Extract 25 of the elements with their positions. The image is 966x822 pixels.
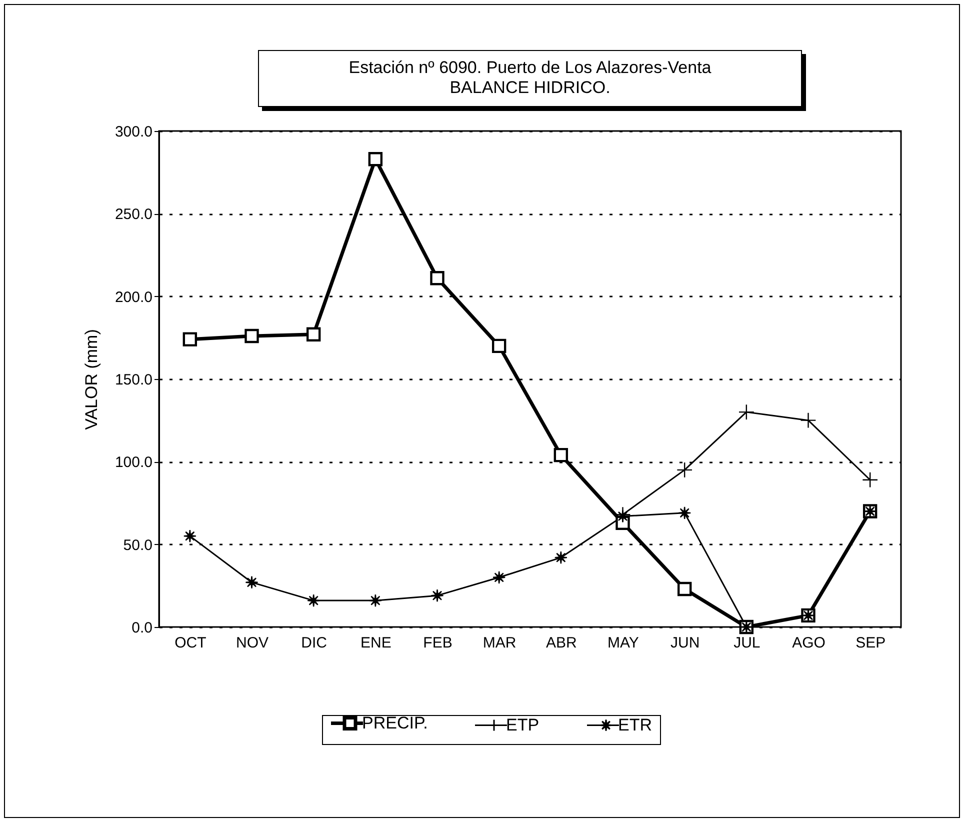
y-tick-label: 50.0 (123, 536, 152, 554)
x-tick-label: ABR (546, 634, 578, 652)
y-tick-label: 150.0 (114, 372, 152, 388)
y-tick-label: 300.0 (114, 124, 152, 140)
y-tick-label: 250.0 (114, 206, 152, 224)
legend-label: ETP (506, 715, 540, 734)
legend-label: PRECIP. (362, 713, 428, 732)
x-tick-label: FEB (423, 634, 452, 652)
y-tick-label: 200.0 (114, 288, 152, 306)
x-tick-label: MAR (482, 634, 516, 652)
x-tick-label: NOV (236, 634, 269, 652)
legend-label: ETR (618, 715, 652, 734)
chart-title: Estación nº 6090. Puerto de Los Alazores-Venta (348, 58, 712, 77)
x-tick-label: MAY (608, 634, 639, 652)
x-tick-label: OCT (174, 634, 206, 652)
x-tick-label: ENE (360, 634, 392, 652)
y-tick-label: 0.0 (132, 620, 152, 636)
chart-subtitle: BALANCE HIDRICO. (450, 78, 610, 97)
x-tick-label: JUN (670, 634, 700, 652)
x-tick-label: AGO (792, 634, 826, 652)
x-tick-label: JUL (734, 634, 760, 652)
y-axis-title: VALOR (mm) (82, 329, 101, 430)
y-tick-label: 100.0 (114, 454, 152, 472)
x-tick-label: SEP (856, 634, 886, 652)
x-tick-label: DIC (301, 634, 328, 652)
